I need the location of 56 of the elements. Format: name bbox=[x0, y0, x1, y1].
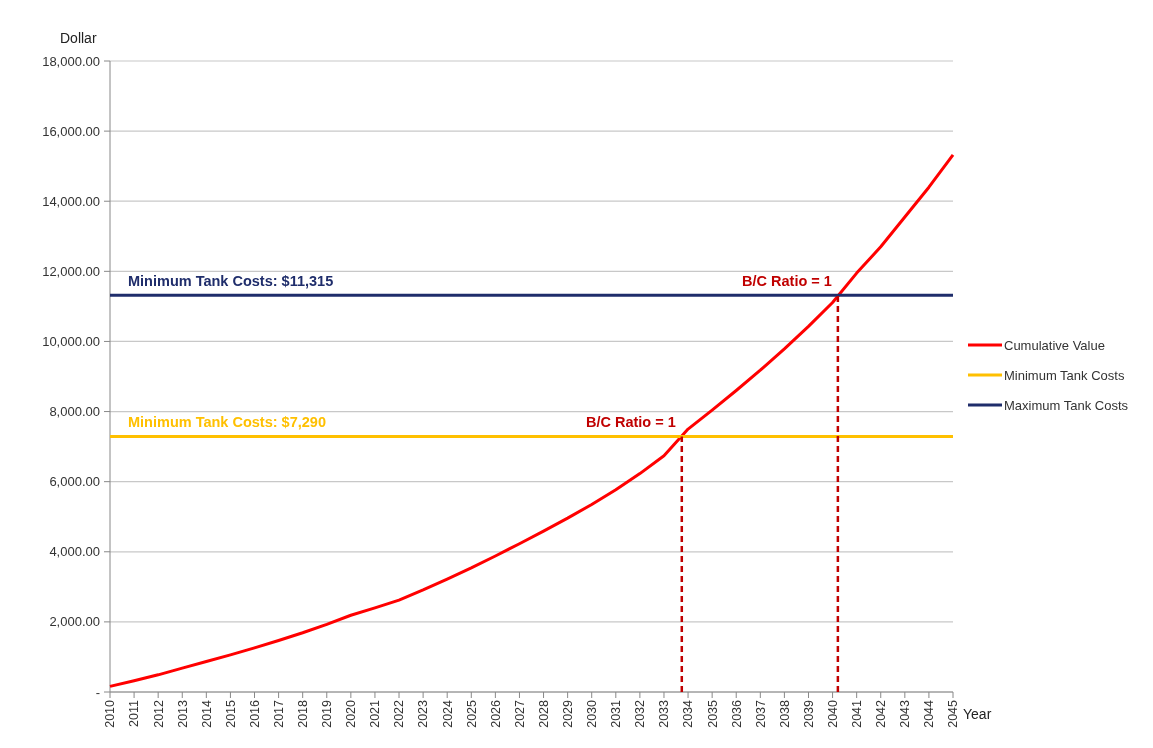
x-tick-label: 2022 bbox=[392, 699, 407, 728]
x-tick-label: 2011 bbox=[127, 699, 142, 727]
annotation: B/C Ratio = 1 bbox=[585, 414, 676, 431]
x-tick-label: 2036 bbox=[729, 699, 744, 728]
x-tick-label: 2017 bbox=[271, 699, 286, 728]
legend-label: Cumulative Value bbox=[1004, 337, 1105, 353]
x-tick-label: 2024 bbox=[440, 699, 455, 728]
x-tick-label: 2032 bbox=[633, 699, 648, 728]
x-tick-label: 2020 bbox=[344, 699, 359, 728]
y-tick-label: 2,000.00 bbox=[49, 614, 100, 630]
annotation: Minimum Tank Costs: $7,290 bbox=[128, 414, 326, 431]
annotation: Minimum Tank Costs: $11,315 bbox=[128, 273, 334, 290]
x-tick-label: 2035 bbox=[705, 699, 720, 728]
x-tick-label: 2015 bbox=[223, 699, 238, 728]
y-tick-label: 16,000.00 bbox=[42, 123, 100, 139]
y-axis-title: Dollar bbox=[60, 30, 97, 46]
x-tick-label: 2044 bbox=[922, 699, 937, 728]
line-series bbox=[108, 153, 955, 688]
x-tick-label: 2010 bbox=[103, 699, 118, 728]
x-tick-label: 2016 bbox=[247, 699, 262, 728]
x-tick-label: 2039 bbox=[801, 699, 816, 728]
x-tick-label: 2038 bbox=[777, 699, 792, 728]
x-tick-label: 2042 bbox=[874, 699, 889, 728]
x-tick-label: 2025 bbox=[464, 699, 479, 728]
x-tick-label: 2028 bbox=[536, 699, 551, 728]
x-tick-label: 2018 bbox=[296, 699, 311, 728]
y-tick-label: 12,000.00 bbox=[42, 263, 100, 279]
annotation: B/C Ratio = 1 bbox=[742, 273, 832, 290]
y-tick-label: 10,000.00 bbox=[42, 333, 100, 349]
x-tick-label: 2033 bbox=[657, 699, 672, 728]
x-tick-label: 2012 bbox=[151, 699, 166, 728]
x-tick-label: 2014 bbox=[199, 699, 214, 728]
x-tick-label: 2040 bbox=[825, 699, 840, 728]
x-tick-label: 2029 bbox=[561, 699, 575, 728]
x-tick-label: 2027 bbox=[512, 699, 527, 728]
x-axis-title: Year bbox=[963, 706, 992, 722]
y-tick-label: 6,000.00 bbox=[49, 474, 100, 490]
legend-label: Maximum Tank Costs bbox=[1004, 397, 1129, 413]
y-tick-label: 4,000.00 bbox=[49, 544, 100, 560]
x-tick-label: 2013 bbox=[175, 699, 190, 728]
legend-label: Minimum Tank Costs bbox=[1004, 367, 1125, 383]
x-tick-label: 2019 bbox=[320, 699, 335, 728]
x-tick-label: 2023 bbox=[416, 699, 431, 728]
x-tick-label: 2026 bbox=[488, 699, 503, 728]
x-tick-label: 2021 bbox=[368, 699, 383, 728]
x-tick-label: 2045 bbox=[946, 699, 961, 728]
y-tick-label: 8,000.00 bbox=[49, 404, 100, 420]
x-tick-label: 2037 bbox=[753, 699, 768, 728]
x-tick-label: 2030 bbox=[585, 699, 600, 728]
x-tick-label: 2031 bbox=[609, 699, 624, 728]
y-tick-label: 18,000.00 bbox=[42, 53, 100, 69]
x-tick-label: 2034 bbox=[681, 699, 696, 728]
y-tick-label: 14,000.00 bbox=[42, 193, 100, 209]
x-tick-label: 2041 bbox=[850, 699, 865, 728]
y-tick-label: - bbox=[95, 684, 100, 700]
x-tick-label: 2043 bbox=[898, 699, 913, 728]
